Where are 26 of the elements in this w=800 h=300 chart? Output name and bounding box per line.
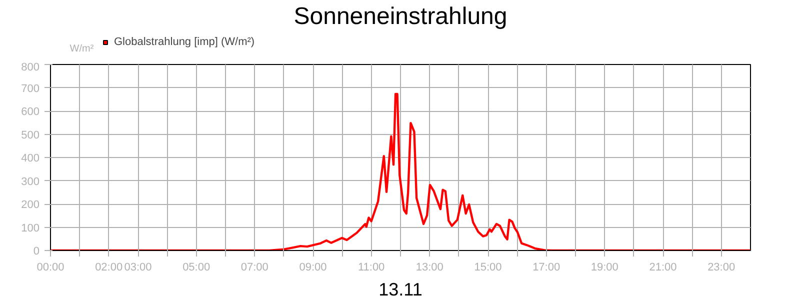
y-tick-label: 700: [21, 82, 40, 95]
x-tick-label: 07:00: [240, 262, 268, 274]
x-tick-label: 11:00: [358, 262, 385, 274]
y-tick-label: 0: [33, 246, 40, 258]
y-tick-label: 400: [21, 152, 40, 164]
x-tick-label: 03:00: [124, 262, 152, 274]
y-tick-label: 100: [21, 222, 40, 234]
x-tick-label: 00:00: [36, 262, 64, 274]
x-tick-label: 02:00: [95, 262, 123, 274]
x-tick-label: 15:00: [474, 262, 502, 274]
y-tick-label: 800: [21, 62, 40, 74]
y-tick-label: 600: [21, 106, 40, 118]
legend-label: Globalstrahlung [imp] (W/m²): [114, 36, 255, 48]
x-tick-label: 05:00: [182, 262, 210, 274]
x-tick-label: 23:00: [708, 262, 736, 274]
x-tick-label: 17:00: [532, 262, 560, 274]
y-axis-title: W/m²: [70, 44, 94, 54]
x-tick-label: 21:00: [649, 262, 677, 274]
y-tick-label: 200: [21, 199, 40, 211]
x-tick-label: 13:00: [416, 262, 444, 274]
y-tick-label: 500: [21, 129, 40, 142]
x-tick-label: 19:00: [590, 262, 618, 274]
x-axis-title: 13.11: [378, 280, 422, 300]
x-tick-label: 09:00: [299, 262, 327, 274]
y-tick-label: 300: [21, 176, 40, 188]
chart-title: Sonneneinstrahlung: [294, 3, 508, 30]
